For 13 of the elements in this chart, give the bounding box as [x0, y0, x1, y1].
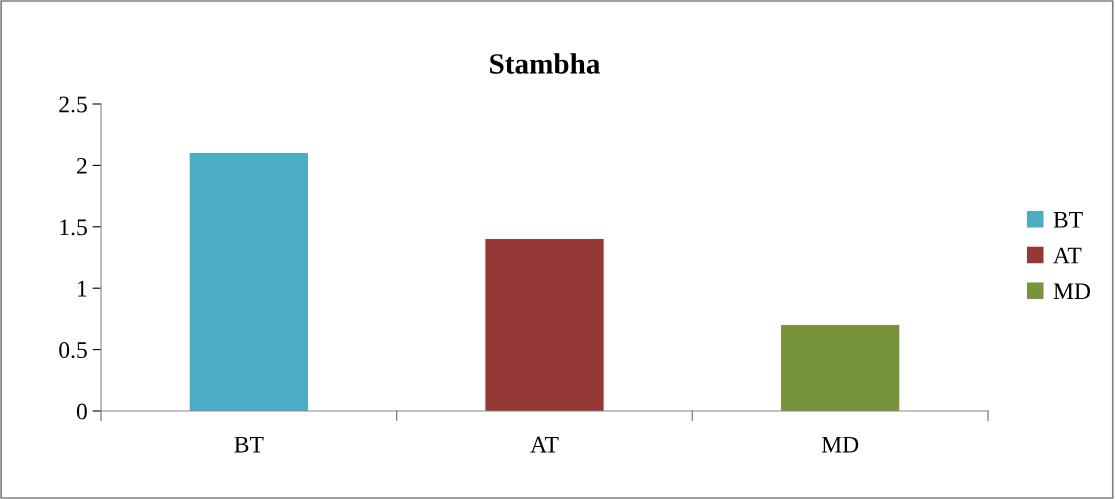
y-tick-label: 0 — [76, 403, 87, 420]
legend-label: BT — [1053, 212, 1083, 228]
x-tick-label: BT — [234, 436, 264, 453]
legend-label: MD — [1053, 283, 1091, 300]
y-tick-label: 0.5 — [59, 342, 87, 359]
chart-title: Stambha — [490, 53, 600, 74]
legend-label: AT — [1053, 247, 1082, 264]
x-tick-label: MD — [821, 436, 859, 453]
y-tick-label: 2.5 — [59, 96, 87, 113]
y-tick-label: 1.5 — [60, 219, 87, 236]
y-tick-label: 1 — [78, 280, 87, 297]
y-tick-label: 2 — [77, 157, 87, 174]
x-tick-label: AT — [530, 436, 559, 453]
